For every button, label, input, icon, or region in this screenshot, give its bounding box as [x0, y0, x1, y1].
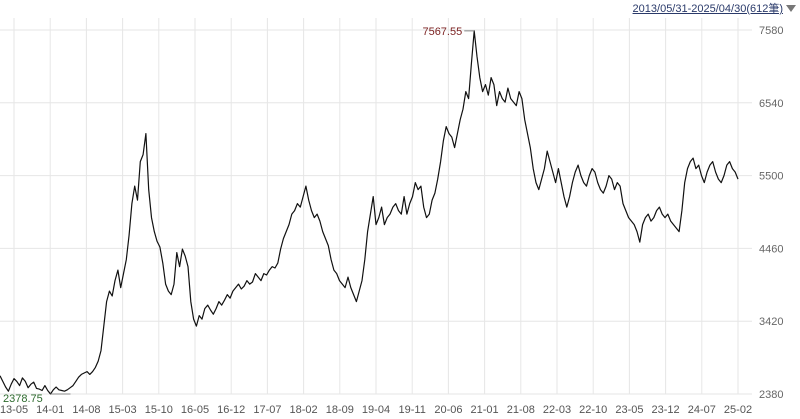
x-tick-label: 15-03: [109, 404, 137, 416]
date-range-label[interactable]: 2013/05/31-2025/04/30(612筆): [632, 3, 783, 15]
y-tick-label: 7580: [759, 25, 783, 37]
series-group: [0, 30, 739, 395]
date-range-selector[interactable]: 2013/05/31-2025/04/30(612筆): [633, 1, 796, 15]
y-axis-ticks: 2380 3420 4460 5500 6540 7580: [759, 25, 783, 401]
x-tick-label: 14-01: [36, 404, 64, 416]
x-tick-label: 14-08: [72, 404, 100, 416]
x-tick-label: 19-04: [362, 404, 390, 416]
x-tick-label: 22-03: [543, 404, 571, 416]
x-tick-label: 21-01: [471, 404, 499, 416]
x-tick-label: 13-05: [0, 404, 28, 416]
x-tick-label: 24-07: [688, 404, 716, 416]
x-tick-label: 19-11: [399, 404, 426, 416]
x-axis-ticks: 13-05 14-01 14-08 15-03 15-10 16-05 16-12 17-07…: [0, 404, 752, 416]
series-line: [0, 30, 739, 395]
y-tick-label: 6540: [759, 98, 783, 110]
annotations: 7567.55 2378.75: [3, 26, 475, 405]
x-tick-label: 22-10: [579, 404, 607, 416]
y-tick-label: 5500: [759, 171, 783, 183]
x-tick-label: 20-06: [434, 404, 462, 416]
x-tick-label: 16-05: [181, 404, 209, 416]
x-tick-label: 18-09: [326, 404, 354, 416]
grid-lines: [0, 18, 752, 395]
x-tick-label: 16-12: [217, 404, 245, 416]
y-tick-label: 3420: [759, 316, 783, 328]
dropdown-caret-icon[interactable]: [786, 4, 796, 12]
max-value-label: 7567.55: [422, 26, 462, 38]
min-value-label: 2378.75: [3, 393, 43, 405]
x-tick-label: 23-12: [652, 404, 680, 416]
x-tick-label: 18-02: [290, 404, 318, 416]
x-tick-label: 21-08: [507, 404, 535, 416]
x-tick-label: 23-05: [615, 404, 643, 416]
x-tick-label: 25-02: [724, 404, 752, 416]
x-tick-label: 17-07: [253, 404, 281, 416]
y-tick-label: 4460: [759, 243, 783, 255]
y-tick-label: 2380: [759, 389, 783, 401]
x-tick-label: 15-10: [145, 404, 173, 416]
